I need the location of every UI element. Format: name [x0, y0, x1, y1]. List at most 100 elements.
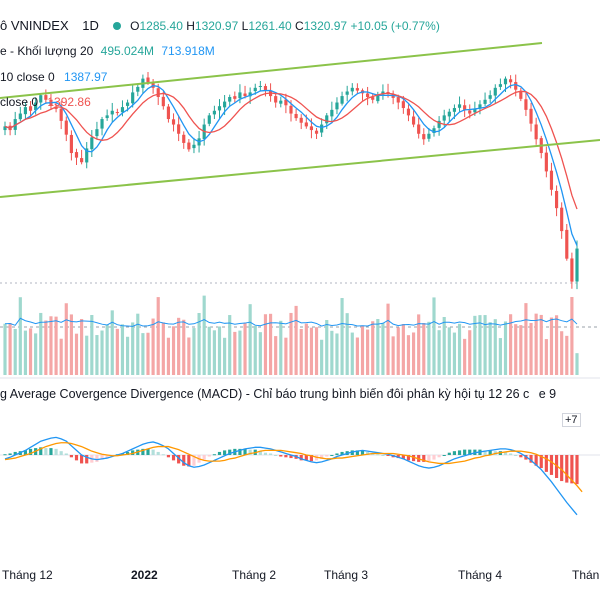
- volume-bar: [401, 324, 405, 375]
- candle: [284, 93, 288, 114]
- macd-hist-bar: [23, 450, 28, 455]
- candle: [427, 127, 431, 142]
- volume-bar: [371, 321, 375, 375]
- macd-hist-bar: [447, 452, 451, 455]
- macd-badge[interactable]: +7: [562, 413, 581, 427]
- volume-bar: [238, 330, 242, 375]
- candle: [350, 83, 354, 96]
- candle: [447, 108, 451, 123]
- volume-bar: [8, 323, 12, 375]
- macd-hist-bar: [95, 455, 99, 462]
- candle: [575, 240, 579, 290]
- macd-hist-bar: [13, 451, 17, 455]
- macd-hist-bar: [396, 455, 400, 459]
- volume-bar: [248, 304, 252, 375]
- volume-bar: [110, 310, 114, 375]
- volume-bar: [509, 314, 513, 375]
- candle: [498, 78, 502, 90]
- macd-hist-bar: [488, 450, 492, 455]
- candle: [565, 223, 569, 261]
- macd-hist-bar: [228, 449, 232, 455]
- volume-bar: [23, 330, 28, 375]
- macd-hist-bar: [59, 451, 63, 455]
- x-tick-label: 2022: [131, 568, 158, 582]
- candle: [80, 149, 84, 165]
- candle: [396, 94, 400, 110]
- symbol-label: ô VNINDEX: [0, 18, 69, 33]
- volume-bar: [151, 318, 155, 375]
- volume-bar: [85, 335, 89, 375]
- volume-bar: [197, 313, 201, 375]
- macd-hist-bar: [243, 448, 247, 455]
- volume-bar: [90, 315, 94, 375]
- ma-fast-legend[interactable]: 10 close 0 1387.97: [0, 70, 108, 84]
- volume-bar: [54, 316, 58, 375]
- macd-hist-bar: [299, 455, 303, 461]
- volume-bar: [212, 330, 216, 375]
- ma-slow-legend[interactable]: close 0 1392.86: [0, 95, 91, 109]
- symbol-header: ô VNINDEX 1D O1285.40 H1320.97 L1261.40 …: [0, 18, 440, 33]
- volume-bar: [452, 332, 457, 375]
- candle: [549, 162, 554, 196]
- volume-bar: [100, 330, 104, 375]
- macd-hist-bar: [549, 455, 554, 475]
- volume-bar: [13, 328, 17, 375]
- candle: [131, 84, 135, 108]
- candle: [69, 130, 73, 161]
- volume-bar: [417, 314, 421, 375]
- volume-bar: [575, 353, 579, 375]
- volume-bar: [39, 312, 43, 375]
- candle: [554, 185, 559, 217]
- volume-bar: [463, 338, 467, 375]
- volume-bar: [125, 336, 130, 375]
- macd-hist-bar: [325, 455, 329, 457]
- macd-hist-bar: [202, 455, 206, 460]
- volume-bar: [18, 297, 22, 375]
- macd-hist-bar: [125, 451, 130, 455]
- macd-legend[interactable]: g Average Covergence Divergence (MACD) -…: [0, 387, 557, 401]
- macd-hist-bar: [427, 455, 431, 462]
- candle: [524, 91, 528, 117]
- macd-hist-bar: [534, 455, 538, 466]
- macd-hist-bar: [69, 455, 73, 458]
- candle: [187, 139, 191, 152]
- volume-bar: [284, 337, 288, 375]
- macd-hist-bar: [39, 447, 43, 455]
- volume-bar: [457, 323, 462, 375]
- candle: [422, 128, 426, 145]
- x-tick-label: Thán: [572, 568, 600, 582]
- macd-hist-bar: [85, 455, 89, 464]
- candle: [406, 104, 411, 122]
- candle: [18, 106, 22, 122]
- volume-bar: [447, 327, 451, 375]
- upper-trendline[interactable]: [0, 42, 543, 99]
- ohlc-readout: O1285.40 H1320.97 L1261.40 C1320.97 +10.…: [130, 19, 440, 33]
- macd-hist-bar: [44, 448, 48, 455]
- candle: [437, 116, 441, 136]
- macd-hist-bar: [217, 451, 222, 455]
- volume-bar: [422, 323, 426, 375]
- macd-hist-bar: [381, 455, 385, 456]
- macd-hist-bar: [187, 455, 191, 467]
- macd-hist-bar: [340, 451, 344, 455]
- macd-hist-bar: [8, 453, 12, 455]
- volume-bar: [529, 322, 533, 375]
- interval-label[interactable]: 1D: [82, 18, 99, 33]
- volume-bar: [64, 303, 68, 375]
- candle: [483, 92, 487, 106]
- macd-hist-bar: [483, 450, 487, 455]
- lower-trendline[interactable]: [0, 139, 600, 198]
- candle: [34, 97, 38, 115]
- candle: [411, 110, 416, 128]
- macd-hist-bar: [366, 451, 370, 455]
- volume-bar: [217, 326, 222, 375]
- volume-bar: [141, 333, 145, 375]
- candle: [228, 94, 232, 107]
- candle: [13, 111, 17, 136]
- macd-hist-bar: [350, 450, 354, 455]
- candle: [340, 91, 344, 106]
- macd-hist-bar: [28, 448, 33, 455]
- volume-bar: [243, 323, 247, 375]
- volume-legend[interactable]: e - Khối lượng 20 495.024M 713.918M: [0, 44, 215, 58]
